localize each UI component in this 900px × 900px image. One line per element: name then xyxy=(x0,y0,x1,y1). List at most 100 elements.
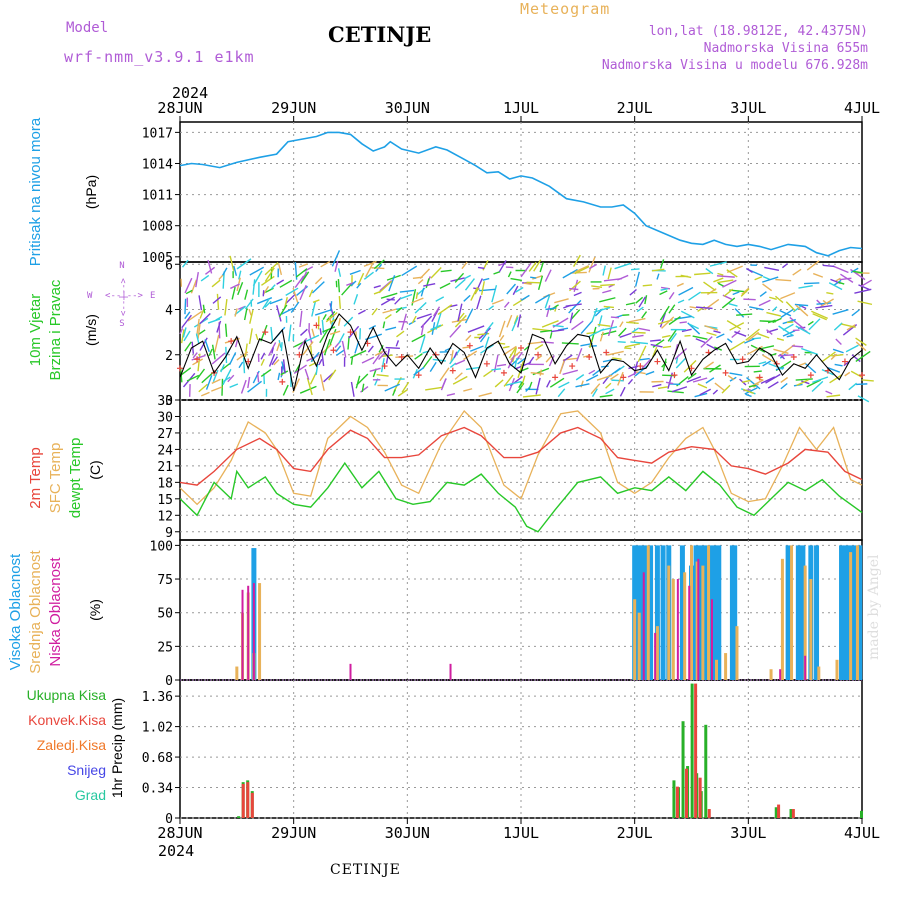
wind-arrow xyxy=(617,341,626,343)
precip-bar xyxy=(672,780,676,818)
wind-arrow xyxy=(611,379,624,382)
wind-arrow xyxy=(382,321,386,329)
wind-arrow xyxy=(200,391,210,397)
wind-gust-marker xyxy=(518,344,524,351)
precip-bar xyxy=(685,768,689,818)
wind-arrow xyxy=(299,310,303,328)
cloud-bar-mid xyxy=(671,579,675,680)
wind-arrow xyxy=(681,328,692,333)
wind-gust-marker xyxy=(790,354,797,361)
wind-arrow xyxy=(294,275,305,288)
wind-arrow xyxy=(464,274,472,280)
wind-arrow xyxy=(832,265,849,274)
wind-arrow xyxy=(676,282,684,287)
wind-arrow xyxy=(334,261,339,272)
wind-arrow xyxy=(639,357,650,361)
wind-arrow xyxy=(570,271,587,274)
precip-bar xyxy=(690,683,694,818)
wind-arrow xyxy=(411,315,417,324)
wind-arrow xyxy=(661,334,671,339)
wind-arrow xyxy=(856,383,868,386)
wind-arrow xyxy=(401,265,418,277)
wind-arrow xyxy=(662,345,672,349)
y-tick-label-wind: 4 xyxy=(165,304,173,319)
pressure-ylabel: Pritisak na nivou mora xyxy=(27,117,44,266)
y-tick-label-temperature: 9 xyxy=(165,526,173,541)
wind-arrow xyxy=(224,323,228,337)
wind-arrow xyxy=(605,382,612,389)
wind-arrow xyxy=(568,299,582,314)
wind-arrow xyxy=(834,363,843,367)
wind-arrow xyxy=(714,346,723,351)
wind-arrow xyxy=(361,356,375,364)
wind-arrow xyxy=(554,298,569,304)
wind-arrow xyxy=(358,309,366,315)
wind-arrow xyxy=(533,259,542,272)
wind-arrow xyxy=(713,330,721,334)
wind-arrow xyxy=(222,376,231,383)
wind-arrow xyxy=(667,390,684,394)
wind-arrow xyxy=(753,370,762,373)
wind-arrow xyxy=(276,305,282,322)
wind-arrow xyxy=(668,291,675,300)
wind-arrow xyxy=(748,384,756,388)
wind-arrow xyxy=(195,333,200,345)
cloud-bar-low xyxy=(247,585,250,680)
wind-arrow xyxy=(384,313,392,320)
cloud-bar-high xyxy=(660,545,666,680)
wind-arrow xyxy=(205,375,213,390)
wind-arrow xyxy=(599,331,604,342)
cloud-bar-mid xyxy=(695,561,699,680)
wind-arrow xyxy=(712,389,719,395)
wind-arrow xyxy=(540,341,554,344)
wind-arrow xyxy=(545,307,557,311)
wind-arrow xyxy=(236,258,252,270)
wind-arrow xyxy=(335,345,342,353)
cloud-bar-mid xyxy=(690,545,693,680)
wind-arrow xyxy=(337,268,342,277)
wind-gust-marker xyxy=(535,351,542,358)
wind-arrow xyxy=(820,298,834,308)
wind-arrow xyxy=(812,272,824,278)
wind-arrow xyxy=(477,332,490,336)
wind-arrow xyxy=(361,383,365,392)
wind-arrow xyxy=(680,274,692,279)
wind-arrow xyxy=(373,284,381,289)
wind-arrow xyxy=(749,306,764,311)
wind-arrow xyxy=(565,303,582,307)
precip-bar xyxy=(704,724,708,818)
wind-arrow xyxy=(745,393,752,398)
wind-arrow xyxy=(326,311,336,321)
wind-arrow xyxy=(277,372,281,381)
wind-arrow xyxy=(461,261,468,270)
wind-gust-marker xyxy=(859,372,865,379)
wind-arrow xyxy=(276,342,281,352)
wind-arrow xyxy=(716,333,725,339)
wind-arrow xyxy=(569,312,574,324)
wind-arrow xyxy=(549,332,553,339)
wind-arrow xyxy=(453,351,458,359)
wind-arrow xyxy=(546,379,551,388)
wind-arrow xyxy=(590,383,601,395)
wind-arrow xyxy=(624,343,641,348)
wind-arrow xyxy=(629,288,637,296)
wind-arrow xyxy=(811,380,824,392)
wind-arrow xyxy=(451,318,468,323)
wind-arrow xyxy=(385,346,400,349)
wind-arrow xyxy=(826,291,834,295)
wind-arrow xyxy=(692,335,708,340)
precip-bar xyxy=(774,807,778,818)
wind-gust-marker xyxy=(398,354,405,361)
cloud-bar-mid xyxy=(817,666,821,680)
wind-ylabel-b: Brzina i Pravac xyxy=(47,279,64,380)
wind-arrow xyxy=(745,328,760,341)
wind-arrow xyxy=(256,297,273,305)
wind-arrow xyxy=(243,307,248,321)
wind-arrow xyxy=(539,369,543,376)
wind-arrow xyxy=(191,354,206,361)
wind-arrow xyxy=(605,388,615,395)
wind-arrow xyxy=(496,363,507,367)
wind-arrow xyxy=(526,281,540,284)
wind-arrow xyxy=(485,321,494,333)
cloud-bar-high xyxy=(857,545,863,680)
